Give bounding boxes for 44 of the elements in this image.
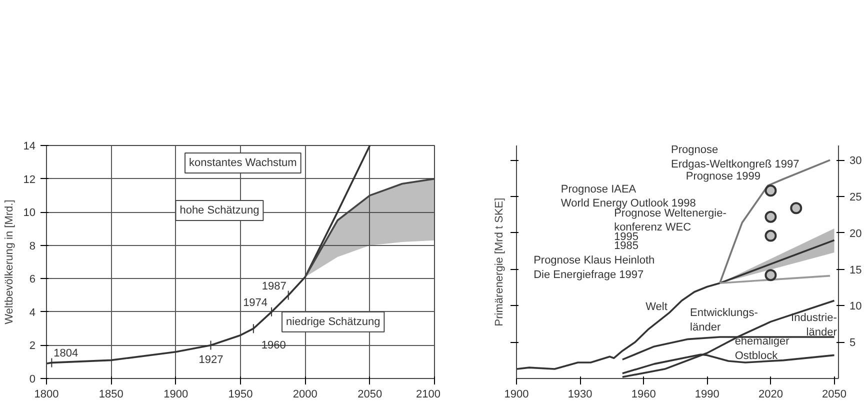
annotation: Prognose 1999 [686, 170, 760, 183]
x-tick-label: 2100 [416, 388, 441, 400]
y-axis-title: Primärenergie [Mrd t SKE] [494, 198, 506, 326]
y-tick-label: 15 [850, 264, 862, 276]
y-tick-label: 2 [29, 340, 36, 352]
y-tick-label: 14 [23, 140, 36, 152]
y-tick-label: 4 [29, 306, 36, 319]
annotation: hohe Schätzung [180, 204, 260, 217]
x-tick-label: 1960 [631, 388, 656, 400]
annotation: niedrige Schätzung [286, 316, 380, 328]
annotation: 1804 [54, 348, 78, 360]
annotation: konstantes Wachstum [189, 156, 297, 169]
annotation: Prognose IAEA World Energy Outlook 1998 [560, 183, 696, 210]
x-tick-label: 2050 [358, 388, 382, 400]
y-tick-label: 5 [850, 337, 856, 350]
annotation: 1974 [243, 296, 268, 309]
annotation: Prognose Klaus Heinloth Die Energiefrage 1997 [534, 254, 655, 282]
x-tick-label: 1900 [164, 388, 188, 400]
annotation: Industrie- länder [791, 312, 838, 339]
annotation: Welt [646, 301, 668, 314]
x-tick-label: 1950 [228, 388, 253, 400]
x-tick-label: 2050 [822, 388, 847, 400]
y-tick-label: 20 [850, 228, 862, 240]
x-tick-label: 1900 [504, 388, 529, 400]
y-tick-label: 8 [29, 240, 36, 252]
y-tick-label: 6 [29, 274, 36, 286]
x-tick-label: 1990 [694, 388, 720, 400]
x-tick-label: 1850 [98, 388, 124, 400]
x-tick-label: 2020 [758, 388, 783, 400]
y-tick-label: 0 [29, 374, 36, 386]
annotation: 1985 [614, 240, 639, 252]
annotation: Prognose Erdgas-Weltkongreß 1997 [671, 144, 800, 170]
annotation: 1987 [262, 280, 286, 292]
x-tick-label: 1930 [568, 388, 592, 400]
annotation: ehemaliger Ostblock [734, 336, 790, 362]
y-tick-label: 10 [23, 207, 36, 220]
x-tick-label: 1800 [34, 388, 59, 400]
y-axis-title: Weltbevölkerung in [Mrd.] [3, 200, 16, 324]
annotation: 1927 [198, 354, 224, 366]
y-tick-label: 12 [23, 174, 36, 186]
y-tick-label: 25 [850, 191, 862, 204]
x-tick-label: 2000 [292, 388, 318, 400]
y-tick-label: 10 [850, 300, 862, 313]
y-tick-label: 30 [850, 155, 862, 168]
